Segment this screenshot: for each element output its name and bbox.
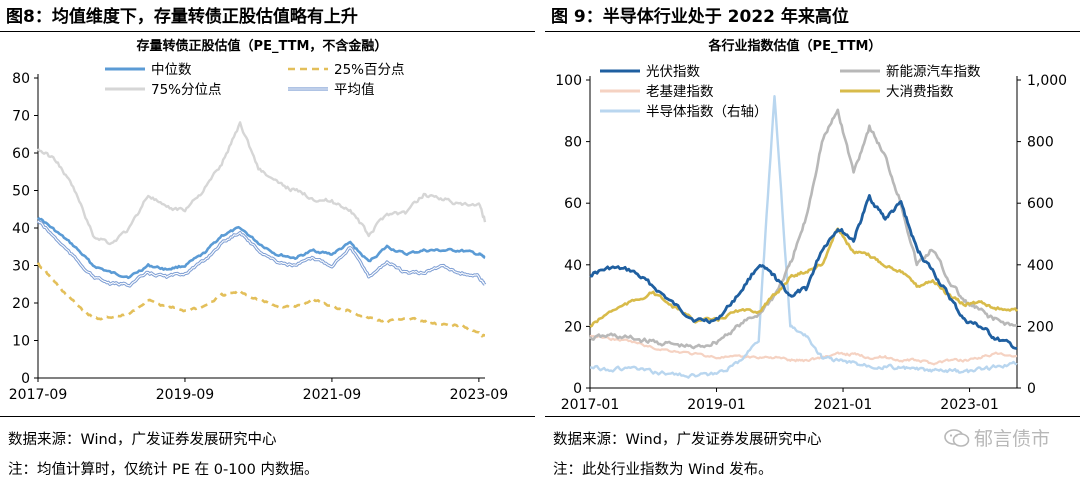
note-right: 注：此处行业指数为 Wind 发布。 [553, 462, 773, 478]
bottom-rule-right [545, 416, 1080, 417]
y-tick-label: 70 [12, 109, 30, 125]
legend-label: 新能源汽车指数 [886, 63, 981, 80]
x-tick-label: 2021-09 [303, 387, 362, 403]
x-tick-label: 2017-01 [561, 397, 620, 413]
y-tick-label: 40 [12, 221, 30, 237]
legend-label: 中位数 [151, 62, 192, 78]
watermark-text: 郁言债市 [973, 428, 1050, 450]
series-line-2 [589, 108, 1018, 350]
y-tick-label: 20 [12, 296, 30, 312]
legend-label: 75%分位点 [151, 82, 222, 98]
top-rule-left [0, 31, 535, 32]
x-tick-label: 2019-09 [156, 387, 215, 403]
legend-label: 大消费指数 [886, 84, 954, 100]
y-tick-label: 10 [12, 334, 30, 350]
legend-label: 老基建指数 [646, 83, 714, 100]
source-right: 数据来源：Wind，广发证券发展研究中心 [553, 432, 822, 448]
x-tick-label: 2023-09 [450, 387, 509, 403]
y-tick-label: 100 [555, 73, 582, 89]
y2-tick-label: 800 [1027, 135, 1054, 151]
y-tick-label: 80 [564, 135, 582, 151]
chart-left: 存量转债正股估值（PE_TTM，不含金融） 0 10 20 30 40 50 60 70 80 2… [9, 38, 509, 403]
y-tick-label: 0 [21, 371, 30, 387]
wechat-icon [944, 429, 970, 447]
source-left: 数据来源：Wind，广发证券发展研究中心 [8, 432, 277, 448]
series-line-4-inner [37, 220, 486, 287]
legend-label: 光伏指数 [646, 64, 700, 80]
series-line-4 [589, 227, 1019, 328]
legend-label: 平均值 [334, 82, 375, 98]
y2-tick-label: 200 [1027, 319, 1054, 335]
y-tick-label: 20 [564, 319, 582, 335]
y-tick-label: 60 [564, 196, 582, 212]
y-tick-label: 60 [12, 146, 30, 162]
y-tick-label: 0 [573, 381, 582, 397]
y-tick-label: 30 [12, 259, 30, 275]
legend-label: 半导体指数（右轴） [646, 104, 768, 120]
x-tick-label: 2017-09 [9, 387, 68, 403]
watermark: 郁言债市 [944, 424, 1050, 451]
x-tick-label: 2019-01 [687, 397, 746, 413]
note-left: 注：均值计算时，仅统计 PE 在 0-100 内数据。 [8, 462, 319, 478]
x-tick-label: 2023-01 [940, 397, 999, 413]
x-tick-label: 2021-01 [814, 397, 873, 413]
series-line-1 [589, 194, 1018, 350]
chart-right: 各行业指数估值（PE_TTM） 0 20 40 60 80 100 0 200 400 600 80… [555, 38, 1067, 413]
bottom-rule-left [0, 416, 535, 417]
chart-title-left: 存量转债正股估值（PE_TTM，不含金融） [137, 38, 388, 54]
y-tick-label: 40 [564, 258, 582, 274]
top-rule-right [545, 31, 1080, 32]
figure-title-right: 图 9：半导体行业处于 2022 年来高位 [551, 7, 849, 27]
y-tick-label: 80 [12, 71, 30, 87]
series-line-3 [37, 121, 487, 246]
legend-label: 25%百分点 [334, 62, 405, 78]
left-panel: 图8：均值维度下，存量转债正股估值略有上升 存量转债正股估值（PE_TTM，不含… [0, 0, 535, 485]
y2-tick-label: 600 [1027, 196, 1054, 212]
series-line-1 [37, 216, 486, 280]
y2-tick-label: 1,000 [1027, 73, 1067, 89]
y-tick-label: 50 [12, 184, 30, 200]
series-line-2 [36, 262, 486, 338]
chart-title-right: 各行业指数估值（PE_TTM） [708, 38, 882, 54]
y2-tick-label: 400 [1027, 258, 1054, 274]
series-line-5 [590, 95, 1018, 379]
figure-title-left: 图8：均值维度下，存量转债正股估值略有上升 [6, 7, 358, 27]
y2-tick-label: 0 [1027, 381, 1036, 397]
